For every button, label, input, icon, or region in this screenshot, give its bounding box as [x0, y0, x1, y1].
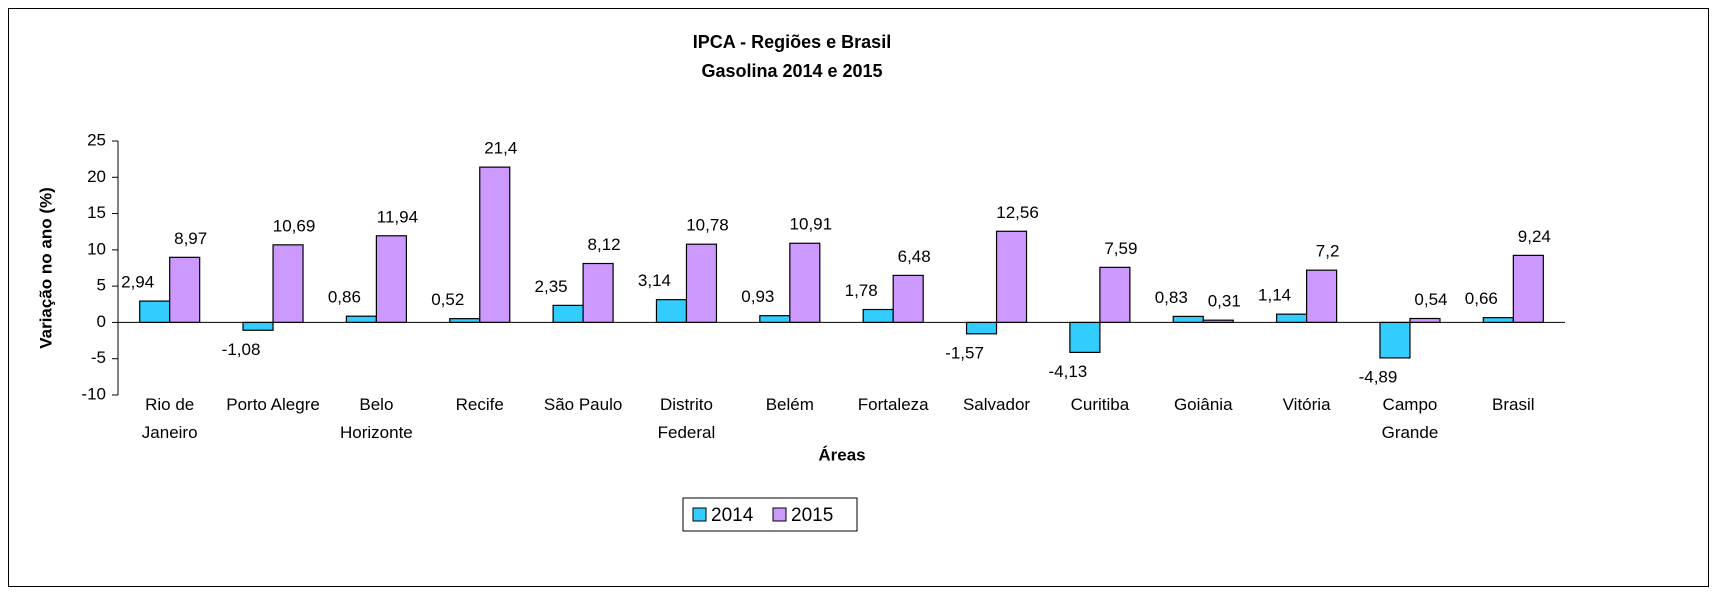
value-label: 10,91: [790, 215, 833, 234]
x-axis-label: Áreas: [818, 445, 865, 464]
bar: [139, 300, 171, 324]
x-tick-label: Fortaleza: [857, 395, 929, 414]
bar: [242, 321, 274, 331]
bar: [1306, 269, 1338, 324]
bar: [655, 299, 688, 324]
value-label: 0,86: [328, 288, 361, 307]
value-label: 0,66: [1465, 289, 1498, 308]
legend-swatch: [692, 507, 707, 522]
bar: [1482, 317, 1514, 324]
value-label: 9,24: [1518, 227, 1551, 246]
value-label: 0,54: [1414, 290, 1447, 309]
bar: [272, 244, 304, 324]
y-axis-label: Variação no ano (%): [36, 187, 55, 349]
x-tick-label: Porto Alegre: [226, 395, 320, 414]
value-label: 8,12: [588, 235, 621, 254]
value-label: 0,31: [1208, 292, 1241, 311]
value-label: 1,78: [845, 281, 878, 300]
legend-label: 2014: [711, 505, 754, 526]
bar: [1512, 254, 1544, 324]
bar: [1099, 266, 1131, 324]
y-tick-label: -10: [81, 384, 106, 403]
value-label: 3,14: [638, 271, 671, 290]
bar: [169, 256, 201, 324]
value-label: 11,94: [377, 207, 418, 226]
bar: [759, 315, 791, 324]
x-tick-label: São Paulo: [543, 395, 623, 414]
value-label: 8,97: [174, 229, 207, 248]
y-tick-label: -5: [91, 348, 106, 367]
value-label: 6,48: [898, 247, 931, 266]
x-tick-label: Brasil: [1492, 395, 1535, 414]
bar: [1276, 313, 1308, 324]
value-label: -1,57: [945, 343, 984, 362]
y-tick-label: 5: [97, 276, 106, 295]
x-tick-label: Belo Horizonte: [340, 395, 413, 442]
bar: [345, 315, 377, 324]
bar: [1172, 315, 1204, 324]
x-tick-label: Curitiba: [1070, 395, 1130, 414]
value-label: 1,14: [1258, 286, 1291, 305]
bar: [685, 243, 718, 324]
bar: [789, 242, 821, 324]
x-tick-label: Campo Grande: [1381, 395, 1439, 442]
y-tick-label: 20: [87, 167, 106, 186]
x-tick-label: Vitória: [1282, 395, 1331, 414]
value-label: 2,35: [535, 277, 568, 296]
value-label: 7,59: [1104, 239, 1137, 258]
y-tick-label: 25: [87, 130, 106, 149]
y-tick-label: 15: [87, 203, 106, 222]
value-label: 12,56: [996, 203, 1039, 222]
chart-title: IPCA - Regiões e Brasil: [693, 32, 891, 52]
value-label: -4,89: [1359, 367, 1398, 386]
x-tick-label: Rio de Janeiro: [141, 395, 198, 442]
value-label: 10,78: [686, 216, 729, 235]
chart-subtitle: Gasolina 2014 e 2015: [701, 61, 882, 81]
legend-label: 2015: [791, 505, 833, 526]
legend-swatch: [772, 507, 787, 522]
bar: [1409, 317, 1441, 324]
x-tick-label: Distrito Federal: [657, 395, 716, 442]
bar: [479, 166, 511, 324]
bar: [892, 274, 924, 324]
bar: [449, 318, 481, 324]
value-label: 0,52: [431, 290, 464, 309]
legend-box: [682, 497, 858, 532]
bar: [375, 235, 407, 324]
x-tick-label: Salvador: [962, 395, 1031, 414]
bar: [862, 308, 894, 324]
bar: [965, 321, 998, 335]
value-label: 21,4: [484, 139, 517, 158]
bar: [552, 304, 584, 324]
value-label: -1,08: [222, 340, 261, 359]
value-label: 0,93: [741, 287, 774, 306]
x-tick-label: Recife: [455, 395, 504, 414]
y-tick-label: 10: [87, 239, 106, 258]
value-label: 7,2: [1316, 242, 1340, 261]
bar: [1379, 321, 1411, 359]
value-label: 2,94: [121, 273, 154, 292]
bar: [1069, 321, 1101, 354]
x-tick-label: Belém: [765, 395, 814, 414]
x-tick-label: Goiânia: [1173, 395, 1233, 414]
value-label: 10,69: [273, 216, 316, 235]
value-label: 0,83: [1155, 288, 1188, 307]
bar: [995, 230, 1028, 324]
bar: [582, 262, 614, 324]
value-label: -4,13: [1049, 362, 1088, 381]
y-tick-label: 0: [97, 312, 106, 331]
